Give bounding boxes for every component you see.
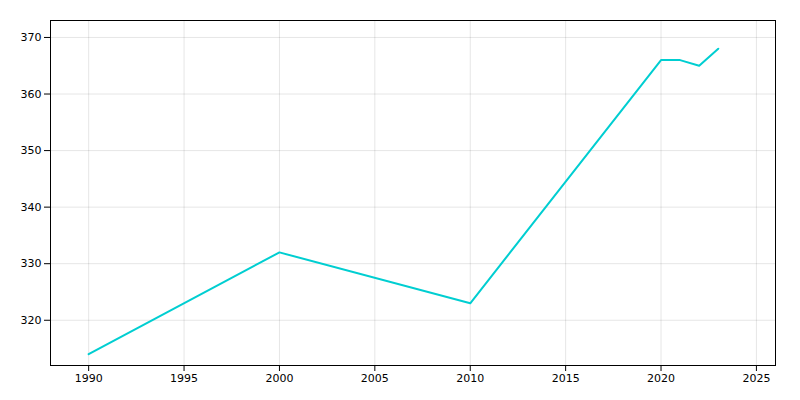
svg-text:350: 350 — [21, 144, 42, 157]
svg-text:1990: 1990 — [75, 372, 103, 385]
svg-text:2005: 2005 — [361, 372, 389, 385]
svg-text:340: 340 — [21, 201, 42, 214]
svg-text:1995: 1995 — [170, 372, 198, 385]
svg-text:2010: 2010 — [456, 372, 484, 385]
svg-text:360: 360 — [21, 88, 42, 101]
svg-text:2015: 2015 — [552, 372, 580, 385]
svg-text:370: 370 — [21, 31, 42, 44]
svg-text:330: 330 — [21, 257, 42, 270]
svg-text:2025: 2025 — [742, 372, 770, 385]
svg-text:2020: 2020 — [647, 372, 675, 385]
svg-text:320: 320 — [21, 314, 42, 327]
svg-text:2000: 2000 — [265, 372, 293, 385]
